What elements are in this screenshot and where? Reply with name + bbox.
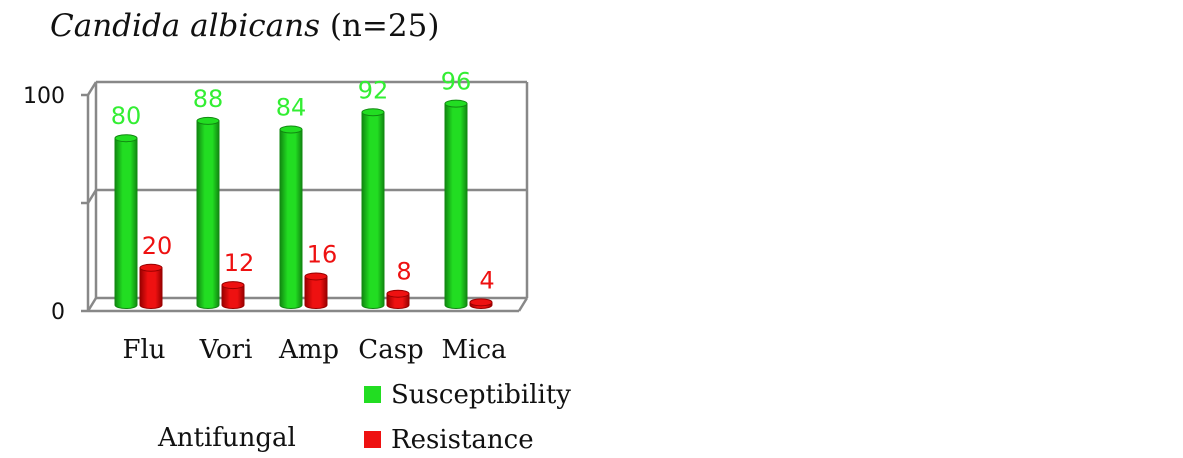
x-tick-label: Flu <box>122 335 165 365</box>
axes: 0 100 Flu Vori Amp Casp Mica <box>23 80 529 365</box>
legend-label-resistance: Resistance <box>391 425 534 455</box>
data-label-resistance-mica: 4 <box>479 266 494 294</box>
y-tick-label: 100 <box>23 84 65 109</box>
gridline-depth <box>86 189 98 204</box>
bar-susceptibility-flu <box>114 134 138 309</box>
bars <box>114 99 493 309</box>
bar-resistance-vori <box>221 281 245 309</box>
y-tick-label: 0 <box>51 300 65 325</box>
bar-susceptibility-vori <box>196 116 220 309</box>
data-label-susceptibility-amp: 84 <box>276 94 307 122</box>
bar-susceptibility-mica <box>444 99 468 309</box>
data-label-resistance-amp: 16 <box>307 240 338 268</box>
gridline-depth <box>86 297 98 312</box>
data-label-susceptibility-mica: 96 <box>441 68 472 96</box>
bar-resistance-flu <box>139 263 163 309</box>
data-label-susceptibility-casp: 92 <box>358 76 389 104</box>
chart-title-rest: (n=25) <box>320 8 439 44</box>
bar-resistance-casp <box>386 289 410 309</box>
bar-resistance-mica <box>469 298 493 309</box>
x-tick-label: Mica <box>442 335 507 365</box>
floor-right-edge <box>517 297 529 312</box>
x-axis-title: Antifungal <box>157 423 296 453</box>
bar-susceptibility-amp <box>279 125 303 309</box>
gridline-depth <box>86 81 98 96</box>
data-label-resistance-casp: 8 <box>396 258 411 286</box>
data-labels: 80 20 88 12 84 16 92 8 96 4 <box>111 68 495 295</box>
data-label-resistance-flu: 20 <box>142 232 173 260</box>
legend-swatch-susceptibility <box>364 386 381 403</box>
bar-susceptibility-casp <box>361 108 385 309</box>
x-tick-label: Casp <box>358 335 423 365</box>
data-label-resistance-vori: 12 <box>224 249 255 277</box>
legend-swatch-resistance <box>364 431 381 448</box>
legend: Susceptibility Resistance <box>364 380 571 455</box>
bar-resistance-amp <box>304 272 328 309</box>
x-tick-label: Amp <box>278 335 339 365</box>
legend-label-susceptibility: Susceptibility <box>391 380 571 410</box>
chart-title-italic: Candida albicans <box>50 8 320 44</box>
x-tick-label: Vori <box>199 335 253 365</box>
chart-title: Candida albicans (n=25) <box>50 8 439 44</box>
data-label-susceptibility-flu: 80 <box>111 102 142 130</box>
data-label-susceptibility-vori: 88 <box>193 85 224 113</box>
